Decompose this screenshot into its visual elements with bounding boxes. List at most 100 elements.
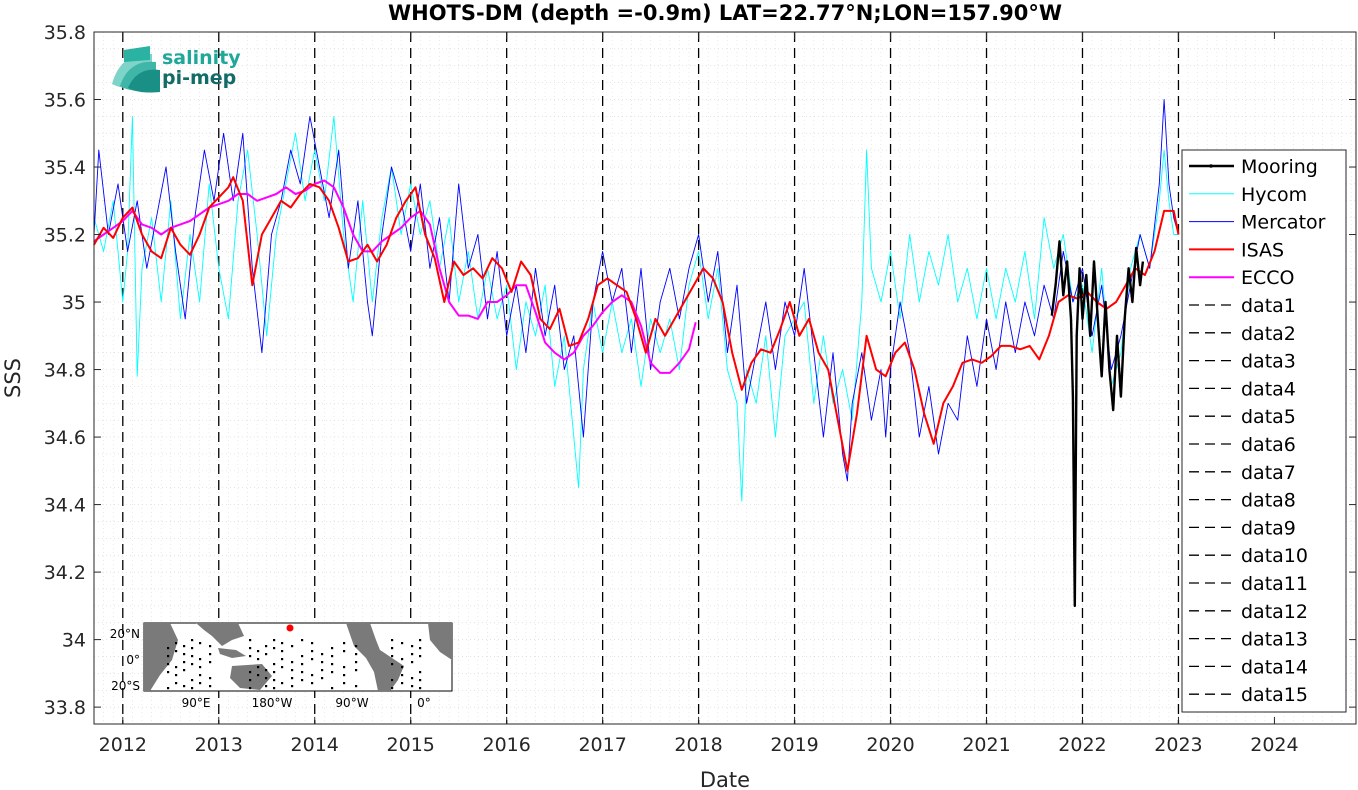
- inset-map-dot: [281, 642, 284, 645]
- inset-map-dot: [167, 647, 170, 650]
- inset-map-dot: [273, 679, 276, 682]
- inset-map-dot: [343, 642, 346, 645]
- inset-map-mooring-dots: [167, 639, 422, 690]
- series-line-mercator: [93, 99, 1179, 482]
- inset-map-dot: [183, 685, 186, 688]
- inset-map-dot: [331, 655, 334, 658]
- inset-map-dot: [191, 647, 194, 650]
- inset-map-dot: [291, 677, 294, 680]
- legend-label: data12: [1241, 601, 1308, 623]
- series-line-mooring: [1050, 240, 1145, 608]
- series-line-isas: [93, 176, 1180, 472]
- inset-map-dot: [321, 653, 324, 656]
- inset-map-dot: [411, 685, 414, 688]
- inset-map-dot: [265, 653, 268, 656]
- x-tick-label: 2019: [770, 734, 818, 756]
- inset-lon-label-3: 0°: [417, 696, 431, 710]
- legend-label: data8: [1241, 490, 1296, 512]
- vertical-marker-lines: [122, 32, 1180, 724]
- inset-lon-label-0: 90°E: [182, 696, 211, 710]
- x-tick-label: 2018: [674, 734, 722, 756]
- x-tick-label: 2017: [578, 734, 626, 756]
- inset-map-dot: [301, 655, 304, 658]
- inset-map-dot: [311, 674, 314, 677]
- legend-box: [1181, 149, 1347, 713]
- x-tick-label: 2022: [1058, 734, 1106, 756]
- inset-map-dot: [401, 682, 404, 685]
- inset-map-dot: [273, 663, 276, 666]
- chart-title: WHOTS-DM (depth =-0.9m) LAT=22.77°N;LON=…: [388, 1, 1062, 25]
- logo-text-salinity: salinity: [162, 47, 241, 69]
- x-tick-label: 2024: [1250, 734, 1298, 756]
- inset-map-americas: [346, 623, 404, 691]
- inset-map-dot: [343, 650, 346, 653]
- x-tick-label: 2015: [387, 734, 435, 756]
- inset-map-dot: [401, 658, 404, 661]
- inset-map-dot: [249, 639, 252, 642]
- legend-label: Mercator: [1241, 212, 1326, 234]
- inset-map-dot: [167, 671, 170, 674]
- inset-map: 20°N 0° 20°S 90°E 180°W 90°W 0°: [110, 622, 453, 710]
- inset-map-dot: [391, 647, 394, 650]
- inset-map-dot: [411, 677, 414, 680]
- y-axis-label: SSS: [1, 358, 25, 398]
- inset-map-dot: [419, 647, 422, 650]
- inset-map-dot: [249, 687, 252, 690]
- inset-map-dot: [281, 650, 284, 653]
- inset-map-dot: [273, 687, 276, 690]
- y-tick-label: 35.2: [44, 225, 86, 247]
- inset-map-dot: [265, 669, 268, 672]
- inset-map-dot: [199, 674, 202, 677]
- y-tick-label: 35.6: [44, 90, 86, 112]
- inset-map-dot: [419, 639, 422, 642]
- inset-map-dot: [411, 661, 414, 664]
- inset-map-dot: [249, 671, 252, 674]
- inset-map-dot: [257, 658, 260, 661]
- x-tick-label: 2021: [962, 734, 1010, 756]
- inset-map-dot: [175, 674, 178, 677]
- y-tick-label: 34.4: [44, 495, 86, 517]
- y-tick-label: 34: [62, 630, 86, 652]
- inset-map-dot: [265, 645, 268, 648]
- salinity-pimep-logo: salinity pi-mep: [112, 46, 241, 93]
- x-tick-label: 2014: [291, 734, 339, 756]
- inset-map-dot: [249, 647, 252, 650]
- inset-map-dot: [301, 663, 304, 666]
- inset-map-dot: [209, 653, 212, 656]
- series-line-hycom: [93, 115, 1179, 502]
- inset-map-dot: [209, 685, 212, 688]
- series-line-ecco: [93, 179, 697, 374]
- legend-label: data4: [1241, 378, 1296, 400]
- inset-lat-label-2: 20°S: [111, 679, 140, 693]
- inset-map-dot: [331, 671, 334, 674]
- inset-map-target-marker: [286, 624, 294, 632]
- inset-map-dot: [265, 677, 268, 680]
- inset-map-dot: [281, 682, 284, 685]
- legend-label: data9: [1241, 517, 1296, 539]
- inset-map-dot: [343, 682, 346, 685]
- inset-map-dot: [291, 669, 294, 672]
- y-tick-label: 35.8: [44, 22, 86, 44]
- inset-map-dot: [331, 687, 334, 690]
- inset-lon-label-2: 90°W: [335, 696, 368, 710]
- inset-map-dot: [175, 666, 178, 669]
- inset-map-dot: [273, 639, 276, 642]
- inset-map-dot: [257, 650, 260, 653]
- legend-label: data7: [1241, 462, 1296, 484]
- inset-map-dot: [331, 663, 334, 666]
- inset-map-dot: [167, 655, 170, 658]
- inset-map-dot: [281, 658, 284, 661]
- y-tick-label: 34.6: [44, 427, 86, 449]
- inset-map-dot: [331, 647, 334, 650]
- inset-map-dot: [291, 661, 294, 664]
- inset-map-dot: [183, 645, 186, 648]
- legend-label: Hycom: [1241, 184, 1307, 206]
- inset-map-dot: [355, 653, 358, 656]
- inset-map-asia: [196, 623, 244, 646]
- y-tick-label: 34.2: [44, 562, 86, 584]
- inset-map-dot: [281, 666, 284, 669]
- legend-label: data6: [1241, 434, 1296, 456]
- legend: Mooring Hycom Mercator ISAS ECCO data1 data2 da…: [1181, 149, 1347, 713]
- inset-map-dot: [291, 645, 294, 648]
- legend-label: data1: [1241, 295, 1296, 317]
